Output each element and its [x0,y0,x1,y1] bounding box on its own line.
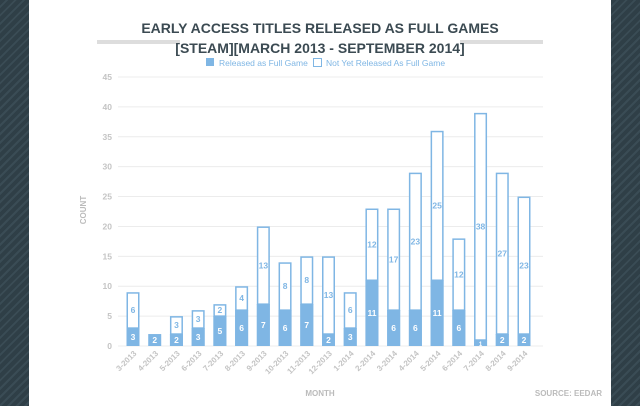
data-label-released: 3 [348,332,353,342]
data-label-not-released: 38 [476,221,486,231]
bar-released-overlay [278,310,292,346]
data-label-released: 2 [174,335,179,345]
data-label-not-released: 6 [131,305,136,315]
legend-label-released: Released as Full Game [219,58,308,68]
x-tick-label: 3-2014 [375,349,399,373]
hatch-bar [460,40,543,44]
legend-label-not-released: Not Yet Released As Full Game [326,58,445,68]
chart-card [29,0,611,406]
bar-released-overlay [300,304,314,346]
legend-swatch-released [206,58,214,66]
y-tick-label: 20 [103,221,113,231]
bar-released-overlay [169,334,183,346]
data-label-not-released: 3 [196,314,201,324]
bar-released-overlay [322,334,335,346]
y-tick-label: 15 [103,251,113,261]
bar-released-overlay [365,280,379,346]
data-label-not-released: 3 [174,320,179,330]
data-label-not-released: 23 [519,260,529,270]
data-label-not-released: 2 [218,305,223,315]
source-note: SOURCE: EEDAR [535,389,602,398]
legend-swatch-not-released [313,58,322,67]
bar-released-overlay [256,304,270,346]
data-label-released: 2 [326,335,331,345]
x-tick-label: 1-2014 [332,349,356,373]
bar-released-overlay [213,316,227,346]
y-tick-label: 10 [103,281,113,291]
x-tick-label: 7-2014 [462,349,486,373]
x-axis-label: MONTH [305,389,335,398]
chart-title: EARLY ACCESS TITLES RELEASED AS FULL GAM… [141,20,498,36]
x-tick-label: 9-2014 [505,349,529,373]
bar-released-overlay [517,334,531,346]
x-tick-label: 8-2014 [484,349,508,373]
bar-not-released [191,310,205,329]
x-tick-label: 8-2013 [223,349,247,373]
data-label-released: 3 [196,332,201,342]
data-label-released: 2 [500,335,505,345]
data-label-not-released: 13 [324,290,334,300]
bar-released-overlay [495,334,509,346]
bar-released-overlay [474,340,488,346]
chart-subtitle: [STEAM][MARCH 2013 - SEPTEMBER 2014] [175,40,464,56]
x-tick-label: 5-2013 [158,349,182,373]
data-label-released: 11 [433,308,442,318]
data-label-not-released: 12 [367,239,377,249]
data-label-not-released: 13 [259,260,269,270]
data-label-released: 1 [479,342,483,348]
data-label-not-released: 8 [283,281,288,291]
y-tick-label: 30 [103,162,113,172]
data-label-not-released: 6 [348,305,353,315]
bar-released [148,334,162,346]
data-label-released: 7 [304,320,309,330]
data-label-released: 7 [261,320,266,330]
y-tick-label: 40 [103,102,113,112]
data-label-not-released: 12 [454,269,464,279]
bar-released-overlay [430,280,444,346]
data-label-released: 6 [456,323,461,333]
bar-released-overlay [191,328,205,346]
y-tick-label: 35 [103,132,113,142]
bar-released-overlay [343,328,357,346]
data-label-released: 2 [152,335,157,345]
data-label-released: 6 [239,323,244,333]
data-label-released: 5 [218,326,223,336]
x-tick-label: 6-2014 [440,349,464,373]
data-label-released: 2 [522,335,527,345]
data-label-released: 6 [413,323,418,333]
bar-released-overlay [126,328,140,346]
x-tick-label: 7-2013 [201,349,225,373]
data-label-not-released: 17 [389,254,399,264]
x-tick-label: 4-2014 [397,349,421,373]
x-tick-label: 5-2014 [419,349,443,373]
x-tick-label: 3-2013 [114,349,138,373]
data-label-not-released: 23 [411,236,421,246]
y-tick-label: 25 [103,192,113,202]
title-hatch-decoration [97,40,543,44]
data-label-released: 6 [283,323,288,333]
hatch-bar [97,40,180,44]
data-label-not-released: 4 [239,293,244,303]
data-label-not-released: 8 [304,275,309,285]
y-axis-label: COUNT [79,196,88,225]
bar-released-overlay [452,310,466,346]
data-label-released: 3 [131,332,136,342]
data-label-released: 6 [391,323,396,333]
data-label-not-released: 27 [498,248,508,258]
bar-released-overlay [235,310,249,346]
x-tick-label: 2-2014 [353,349,377,373]
y-tick-label: 45 [103,72,113,82]
bar-released-overlay [408,310,422,346]
bar-released-overlay [387,310,401,346]
x-tick-label: 12-2013 [307,349,335,377]
x-tick-label: 4-2013 [136,349,160,373]
data-label-not-released: 25 [432,201,442,211]
data-label-released: 11 [367,308,376,318]
y-tick-label: 0 [107,341,112,351]
y-tick-label: 5 [107,311,112,321]
x-tick-label: 6-2013 [180,349,204,373]
